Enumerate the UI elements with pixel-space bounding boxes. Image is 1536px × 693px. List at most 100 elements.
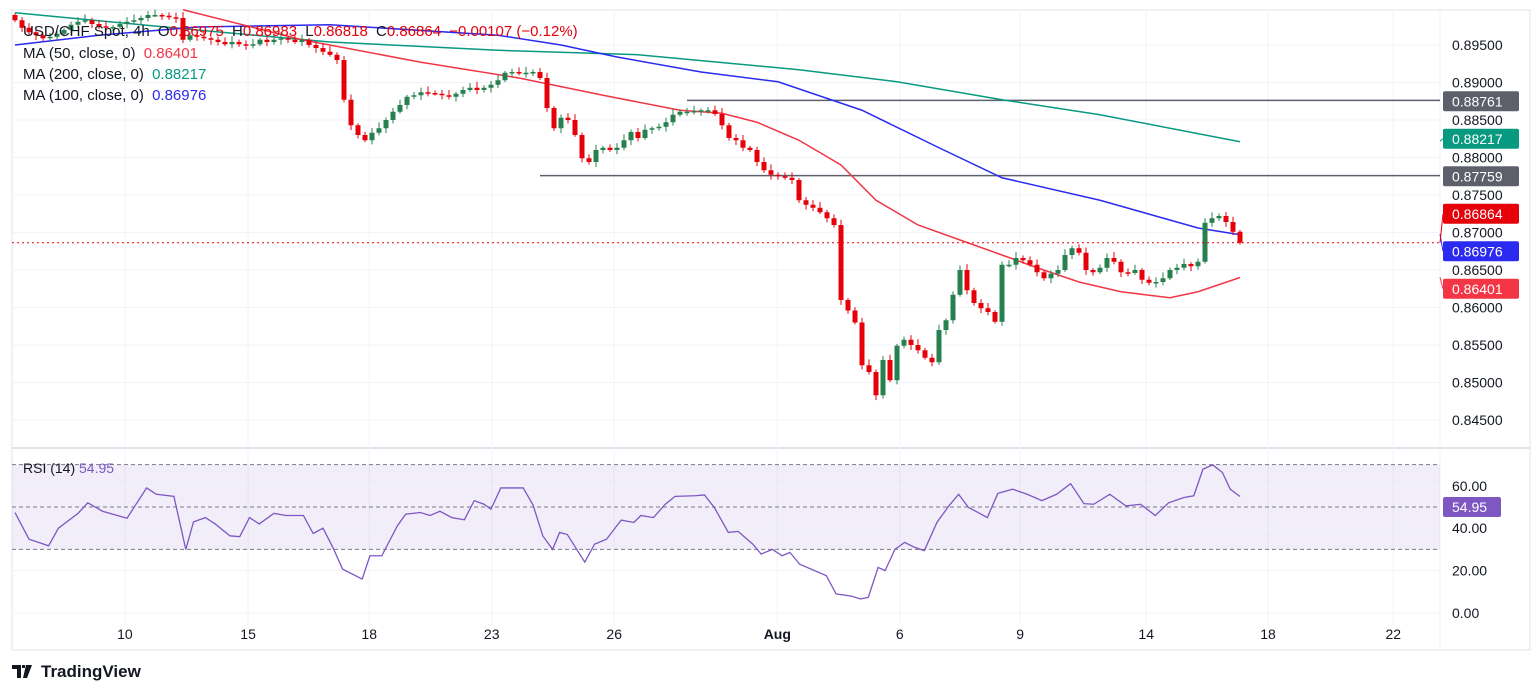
low-value: 0.86818 [313, 23, 368, 40]
high-value: 0.86983 [242, 23, 298, 40]
candle [313, 41, 319, 53]
candle [47, 32, 53, 41]
candle-body [159, 15, 165, 17]
candle-body [649, 128, 655, 130]
candle-body [719, 114, 725, 126]
ma100-legend[interactable]: MA (100, close, 0) 0.86976 [23, 87, 210, 104]
candle [887, 354, 893, 383]
candle [649, 126, 655, 134]
candle-body [1209, 218, 1215, 223]
candle [425, 86, 431, 97]
candle [467, 83, 473, 92]
candle [194, 31, 200, 41]
candle-body [341, 60, 347, 100]
candle [824, 209, 830, 223]
candle-body [1062, 255, 1068, 270]
candle-body [1202, 222, 1208, 262]
candle-body [943, 320, 949, 330]
candle-body [439, 93, 445, 96]
candle [1034, 259, 1040, 277]
time-tick-label: 14 [1138, 626, 1154, 642]
candle-body [166, 15, 172, 18]
time-tick-label: 10 [117, 626, 133, 642]
candle-body [187, 35, 193, 40]
price-tick-label: 0.89500 [1452, 37, 1503, 53]
price-axis-badge [1443, 166, 1519, 187]
candle [61, 28, 67, 37]
candle-body [33, 32, 39, 36]
candle [376, 122, 382, 136]
candle-body [1069, 248, 1075, 255]
time-tick-label: 23 [484, 626, 500, 642]
candle [782, 172, 788, 180]
candle [40, 32, 46, 42]
candle [1013, 252, 1019, 270]
candle-body [425, 92, 431, 94]
candle-body [1146, 279, 1152, 283]
candle-body [712, 110, 718, 114]
candle [173, 12, 179, 23]
candle [257, 37, 263, 47]
candle [684, 107, 690, 116]
open-value: 0.86975 [169, 23, 224, 40]
candle [33, 26, 39, 41]
candle [355, 123, 361, 139]
candle [383, 117, 389, 134]
time-tick-label: 9 [1016, 626, 1024, 642]
price-axis-badge-label: 0.88761 [1452, 93, 1503, 109]
candle-body [600, 147, 606, 150]
candle-body [992, 312, 998, 322]
candle [908, 335, 914, 350]
candle [852, 307, 858, 325]
candle [1118, 259, 1124, 278]
rsi-tick-label: 60.00 [1452, 478, 1487, 494]
chart-frame [11, 9, 1531, 651]
candle [1153, 277, 1159, 288]
candle [656, 123, 662, 131]
candle [341, 56, 347, 103]
candle-body [880, 360, 886, 396]
candle-body [964, 270, 970, 291]
rsi-legend[interactable]: RSI (14) 54.95 [23, 460, 114, 476]
price-axis-badge [1443, 203, 1519, 224]
candle-body [971, 290, 977, 303]
tradingview-logo-icon [12, 665, 32, 678]
ma200-label: MA (200, close, 0) [23, 66, 144, 83]
price-axis-badge [1443, 91, 1519, 112]
candle-body [250, 44, 256, 46]
price-axis-badge-connector [1439, 138, 1444, 142]
candle-body [852, 310, 858, 323]
candle-body [1006, 264, 1012, 267]
candle-body [1076, 248, 1082, 253]
candle-body [586, 158, 592, 162]
symbol-title[interactable]: USD/CHF Spot, 4h [23, 23, 150, 40]
candle [1237, 229, 1243, 245]
ma50-legend[interactable]: MA (50, close, 0) 0.86401 [23, 45, 202, 62]
candle [537, 68, 543, 80]
candle [950, 291, 956, 324]
candle-body [1237, 231, 1243, 243]
candle-body [999, 264, 1005, 322]
candle-body [82, 20, 88, 22]
candle-body [1034, 264, 1040, 273]
candle-body [894, 345, 900, 381]
price-axis-badge-label: 0.86976 [1452, 243, 1503, 259]
candle [761, 157, 767, 173]
price-axis-badge-connector [1439, 277, 1444, 289]
candle-body [19, 20, 25, 28]
candle-body [1174, 267, 1180, 270]
candle [810, 200, 816, 212]
candle-body [768, 170, 774, 175]
candle [705, 107, 711, 114]
ma200-legend[interactable]: MA (200, close, 0) 0.88217 [23, 66, 210, 83]
candle-body [299, 39, 305, 42]
candle [201, 31, 207, 41]
candle-body [313, 45, 319, 48]
tradingview-logo[interactable]: TradingView [12, 662, 141, 682]
candle [166, 12, 172, 20]
candle-body [670, 114, 676, 123]
candle-body [488, 84, 494, 88]
candle-body [950, 294, 956, 321]
candle-body [89, 20, 95, 24]
